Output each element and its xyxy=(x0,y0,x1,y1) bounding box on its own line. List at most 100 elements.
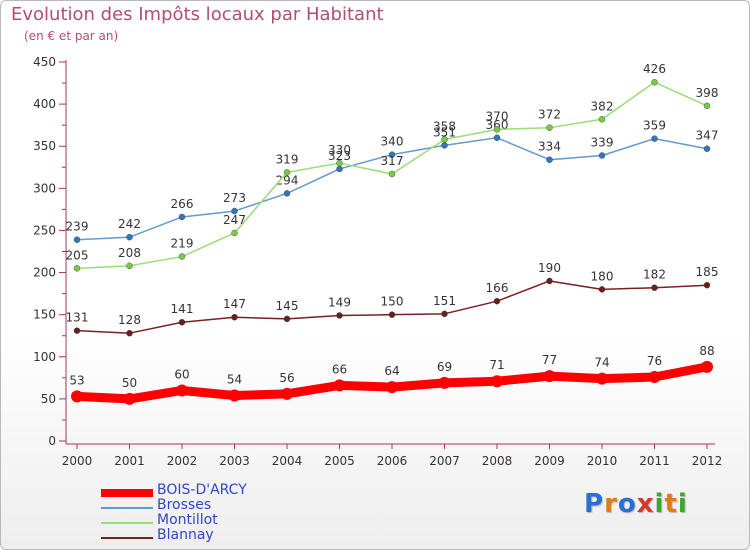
data-point xyxy=(176,384,188,397)
data-point xyxy=(126,262,133,270)
data-label: 372 xyxy=(538,108,561,122)
data-label: 77 xyxy=(542,353,557,367)
data-label: 66 xyxy=(332,362,347,376)
data-point xyxy=(493,297,501,305)
data-point xyxy=(336,312,343,319)
data-label: 351 xyxy=(433,125,456,139)
data-label: 382 xyxy=(591,99,614,113)
legend-item: Blannay xyxy=(101,527,301,545)
y-tick-label: 250 xyxy=(33,223,56,237)
data-label: 370 xyxy=(486,109,509,123)
data-label: 151 xyxy=(433,294,456,308)
data-label: 166 xyxy=(486,281,509,295)
legend-item: Brosses xyxy=(101,497,301,515)
data-point xyxy=(438,376,451,389)
data-label: 69 xyxy=(437,360,452,374)
legend-swatch xyxy=(101,536,153,539)
data-label: 74 xyxy=(594,356,609,370)
data-label: 56 xyxy=(279,371,294,385)
data-point xyxy=(543,370,556,383)
data-label: 128 xyxy=(118,313,141,327)
data-point xyxy=(73,265,81,272)
data-label: 76 xyxy=(647,354,662,368)
data-label: 53 xyxy=(69,373,84,387)
x-tick-label: 2010 xyxy=(587,454,618,468)
data-label: 145 xyxy=(276,299,299,313)
data-label: 131 xyxy=(66,311,89,325)
chart-subtitle: (en € et par an) xyxy=(24,29,119,43)
legend-item: BOIS-D'ARCY xyxy=(101,482,301,500)
data-point xyxy=(336,159,343,167)
data-point xyxy=(546,124,553,131)
x-tick-label: 2003 xyxy=(219,454,250,468)
data-label: 150 xyxy=(381,295,404,309)
data-point xyxy=(441,310,448,318)
data-label: 358 xyxy=(433,119,456,133)
legend-item: Montillot xyxy=(101,512,301,530)
data-point xyxy=(651,284,658,291)
data-point xyxy=(651,79,658,86)
y-tick-label: 100 xyxy=(33,350,56,364)
data-point xyxy=(493,134,501,142)
data-label: 359 xyxy=(643,119,666,133)
data-point xyxy=(336,165,343,173)
x-tick-label: 2008 xyxy=(482,454,513,468)
data-label: 88 xyxy=(699,344,714,358)
data-point xyxy=(283,169,291,176)
y-tick-label: 350 xyxy=(33,139,56,153)
data-point xyxy=(231,207,238,215)
x-tick-label: 2007 xyxy=(429,454,460,468)
data-point xyxy=(386,381,398,394)
legend-label: Montillot xyxy=(157,512,218,528)
data-label: 294 xyxy=(276,173,299,187)
y-tick-label: 300 xyxy=(33,181,56,195)
data-point xyxy=(441,136,448,143)
y-tick-label: 400 xyxy=(33,97,56,111)
legend-swatch xyxy=(101,521,153,524)
data-point xyxy=(388,311,396,318)
data-point xyxy=(231,229,238,237)
data-point xyxy=(123,392,136,405)
proxiti-logo: Proxiti xyxy=(584,489,688,519)
data-label: 208 xyxy=(118,246,141,260)
data-label: 319 xyxy=(276,152,299,166)
data-point xyxy=(73,327,81,334)
x-tick-label: 2006 xyxy=(377,454,408,468)
data-label: 273 xyxy=(223,191,246,205)
data-point xyxy=(73,236,81,243)
data-label: 330 xyxy=(328,143,351,157)
data-point xyxy=(126,233,133,241)
data-point xyxy=(651,135,658,142)
data-point xyxy=(598,116,606,123)
x-tick-label: 2001 xyxy=(114,454,145,468)
legend-label: BOIS-D'ARCY xyxy=(157,482,247,498)
data-point xyxy=(598,152,606,159)
data-point xyxy=(441,142,448,149)
data-label: 180 xyxy=(591,269,614,283)
data-point xyxy=(333,379,346,392)
data-point xyxy=(228,389,241,402)
data-label: 182 xyxy=(643,268,666,282)
legend-label: Blannay xyxy=(157,527,214,543)
data-point xyxy=(388,170,396,178)
data-point xyxy=(546,156,553,163)
legend-label: Brosses xyxy=(157,497,212,513)
data-point xyxy=(71,390,83,403)
data-label: 185 xyxy=(696,265,719,279)
data-point xyxy=(546,277,553,285)
data-label: 147 xyxy=(223,297,246,311)
data-label: 323 xyxy=(328,149,351,163)
data-point xyxy=(178,253,186,260)
data-point xyxy=(648,370,661,383)
data-label: 50 xyxy=(122,376,137,390)
data-label: 317 xyxy=(381,154,404,168)
data-label: 334 xyxy=(538,140,561,154)
y-tick-label: 200 xyxy=(33,266,56,280)
data-label: 247 xyxy=(223,213,246,227)
data-point xyxy=(178,319,186,326)
data-point xyxy=(703,145,711,152)
data-point xyxy=(491,375,503,388)
data-point xyxy=(703,281,711,289)
